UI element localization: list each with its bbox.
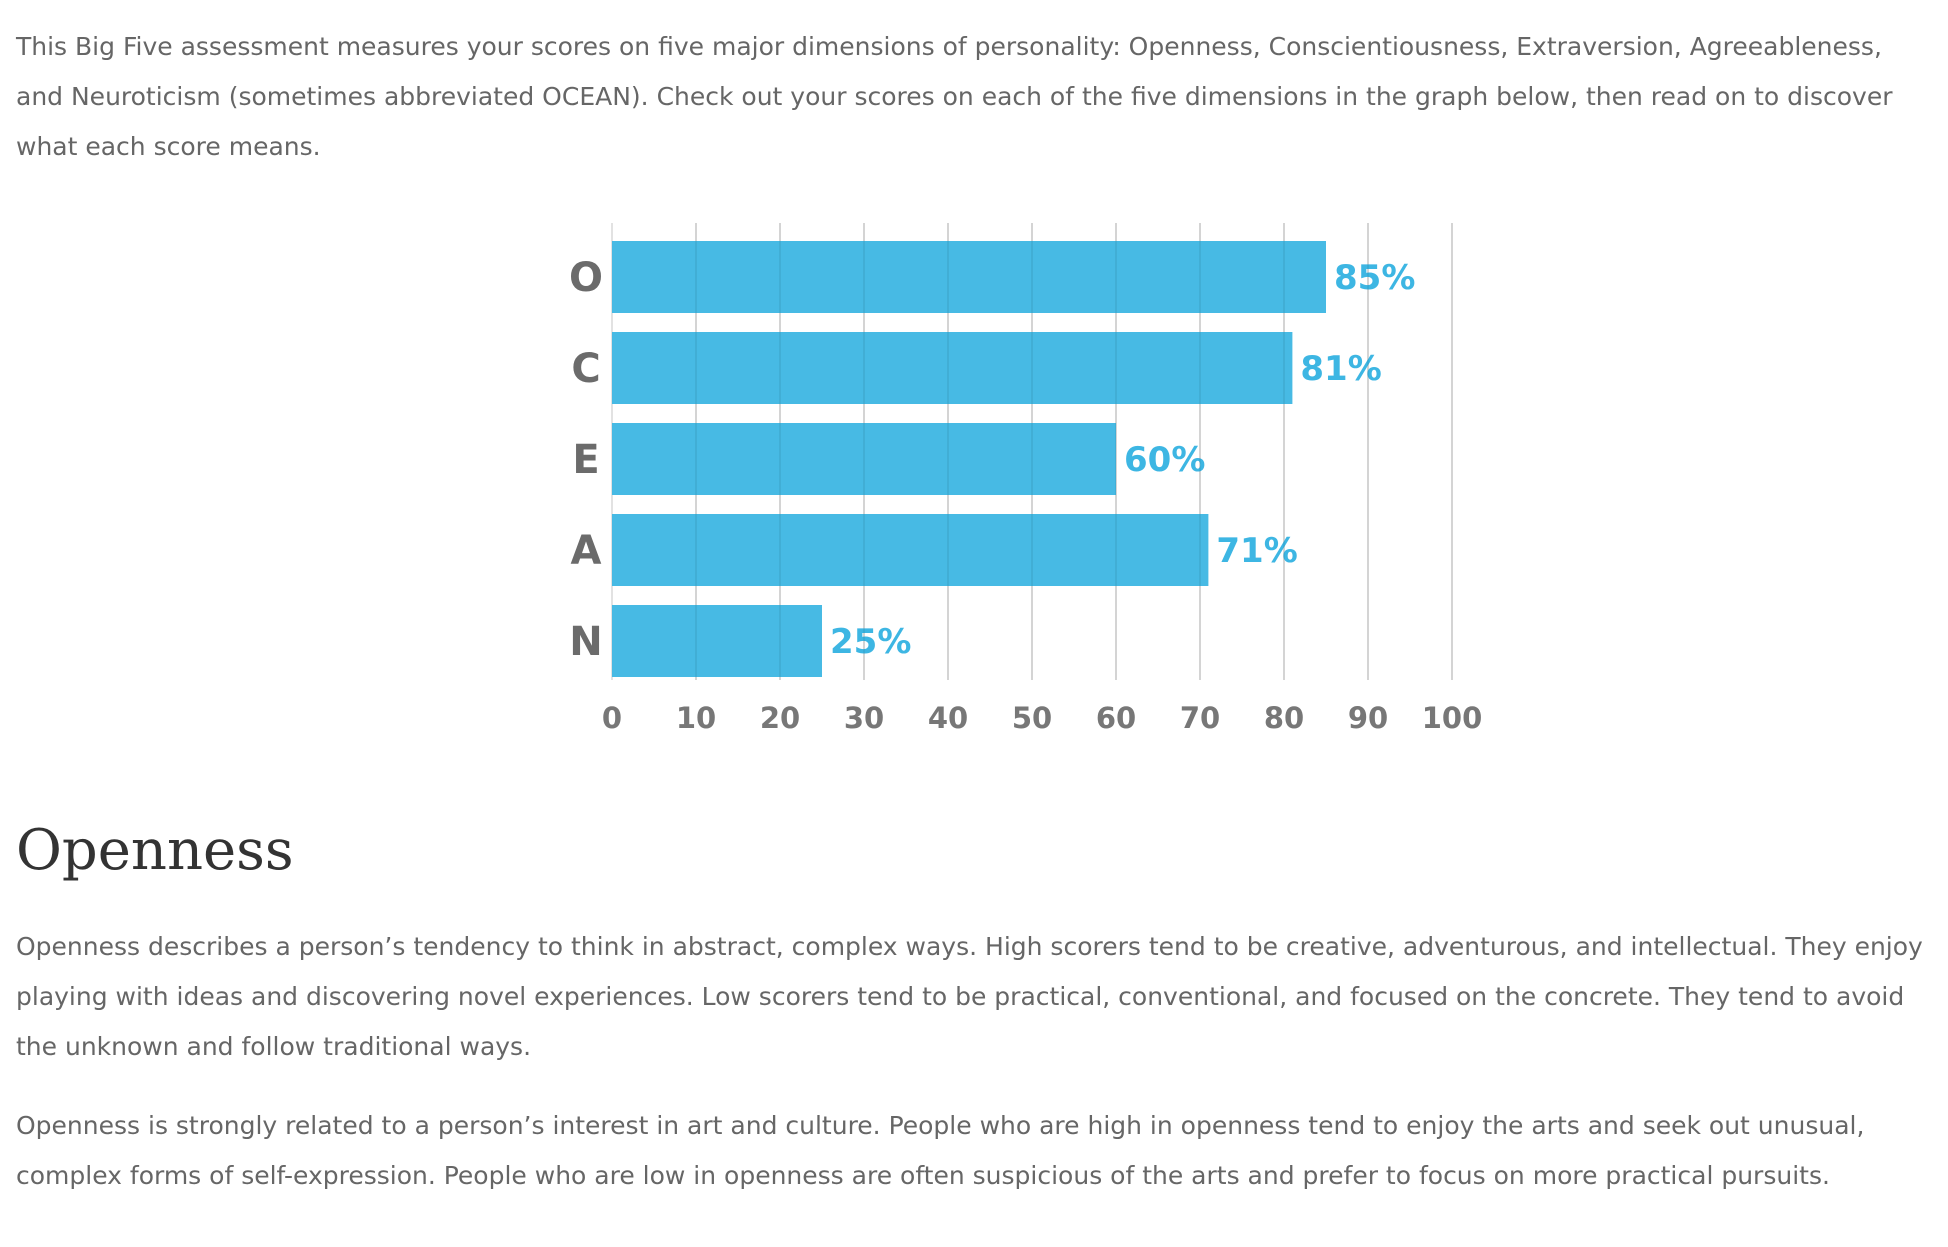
x-tick-label-60: 60 bbox=[1096, 701, 1136, 735]
x-tick-label-40: 40 bbox=[928, 701, 968, 735]
category-label-E: E bbox=[572, 437, 599, 483]
category-label-C: C bbox=[571, 346, 600, 392]
section-heading: Openness bbox=[16, 818, 294, 883]
section-paragraph-2: Openness is strongly related to a person… bbox=[16, 1111, 1865, 1190]
bar-O bbox=[612, 241, 1326, 313]
bar-N bbox=[612, 605, 822, 677]
x-tick-label-80: 80 bbox=[1264, 701, 1304, 735]
category-label-N: N bbox=[569, 619, 602, 665]
value-label-A: 71% bbox=[1216, 531, 1297, 571]
value-label-C: 81% bbox=[1300, 349, 1381, 389]
x-tick-label-10: 10 bbox=[676, 701, 716, 735]
x-tick-label-0: 0 bbox=[602, 701, 622, 735]
x-tick-label-90: 90 bbox=[1348, 701, 1388, 735]
section-paragraph-1: Openness describes a person’s tendency t… bbox=[16, 932, 1923, 1061]
category-label-A: A bbox=[571, 528, 602, 574]
chart-svg: 0 10 20 30 40 50 60 70 80 90 100 O 85% C 81% E 60% A 71% N 2… bbox=[569, 223, 1483, 735]
x-tick-label-20: 20 bbox=[760, 701, 800, 735]
ocean-bar-chart: 0 10 20 30 40 50 60 70 80 90 100 O 85% C 81% E 60% A 71% N 2… bbox=[540, 215, 1520, 735]
x-tick-label-30: 30 bbox=[844, 701, 884, 735]
bar-A bbox=[612, 514, 1209, 586]
x-tick-label-100: 100 bbox=[1422, 701, 1483, 735]
category-label-O: O bbox=[569, 255, 603, 301]
bar-E bbox=[612, 423, 1116, 495]
value-label-E: 60% bbox=[1124, 440, 1205, 480]
x-tick-label-70: 70 bbox=[1180, 701, 1220, 735]
bar-C bbox=[612, 332, 1293, 404]
x-tick-label-50: 50 bbox=[1012, 701, 1052, 735]
value-label-O: 85% bbox=[1334, 258, 1415, 298]
value-label-N: 25% bbox=[830, 622, 911, 662]
intro-paragraph: This Big Five assessment measures your s… bbox=[16, 32, 1893, 161]
